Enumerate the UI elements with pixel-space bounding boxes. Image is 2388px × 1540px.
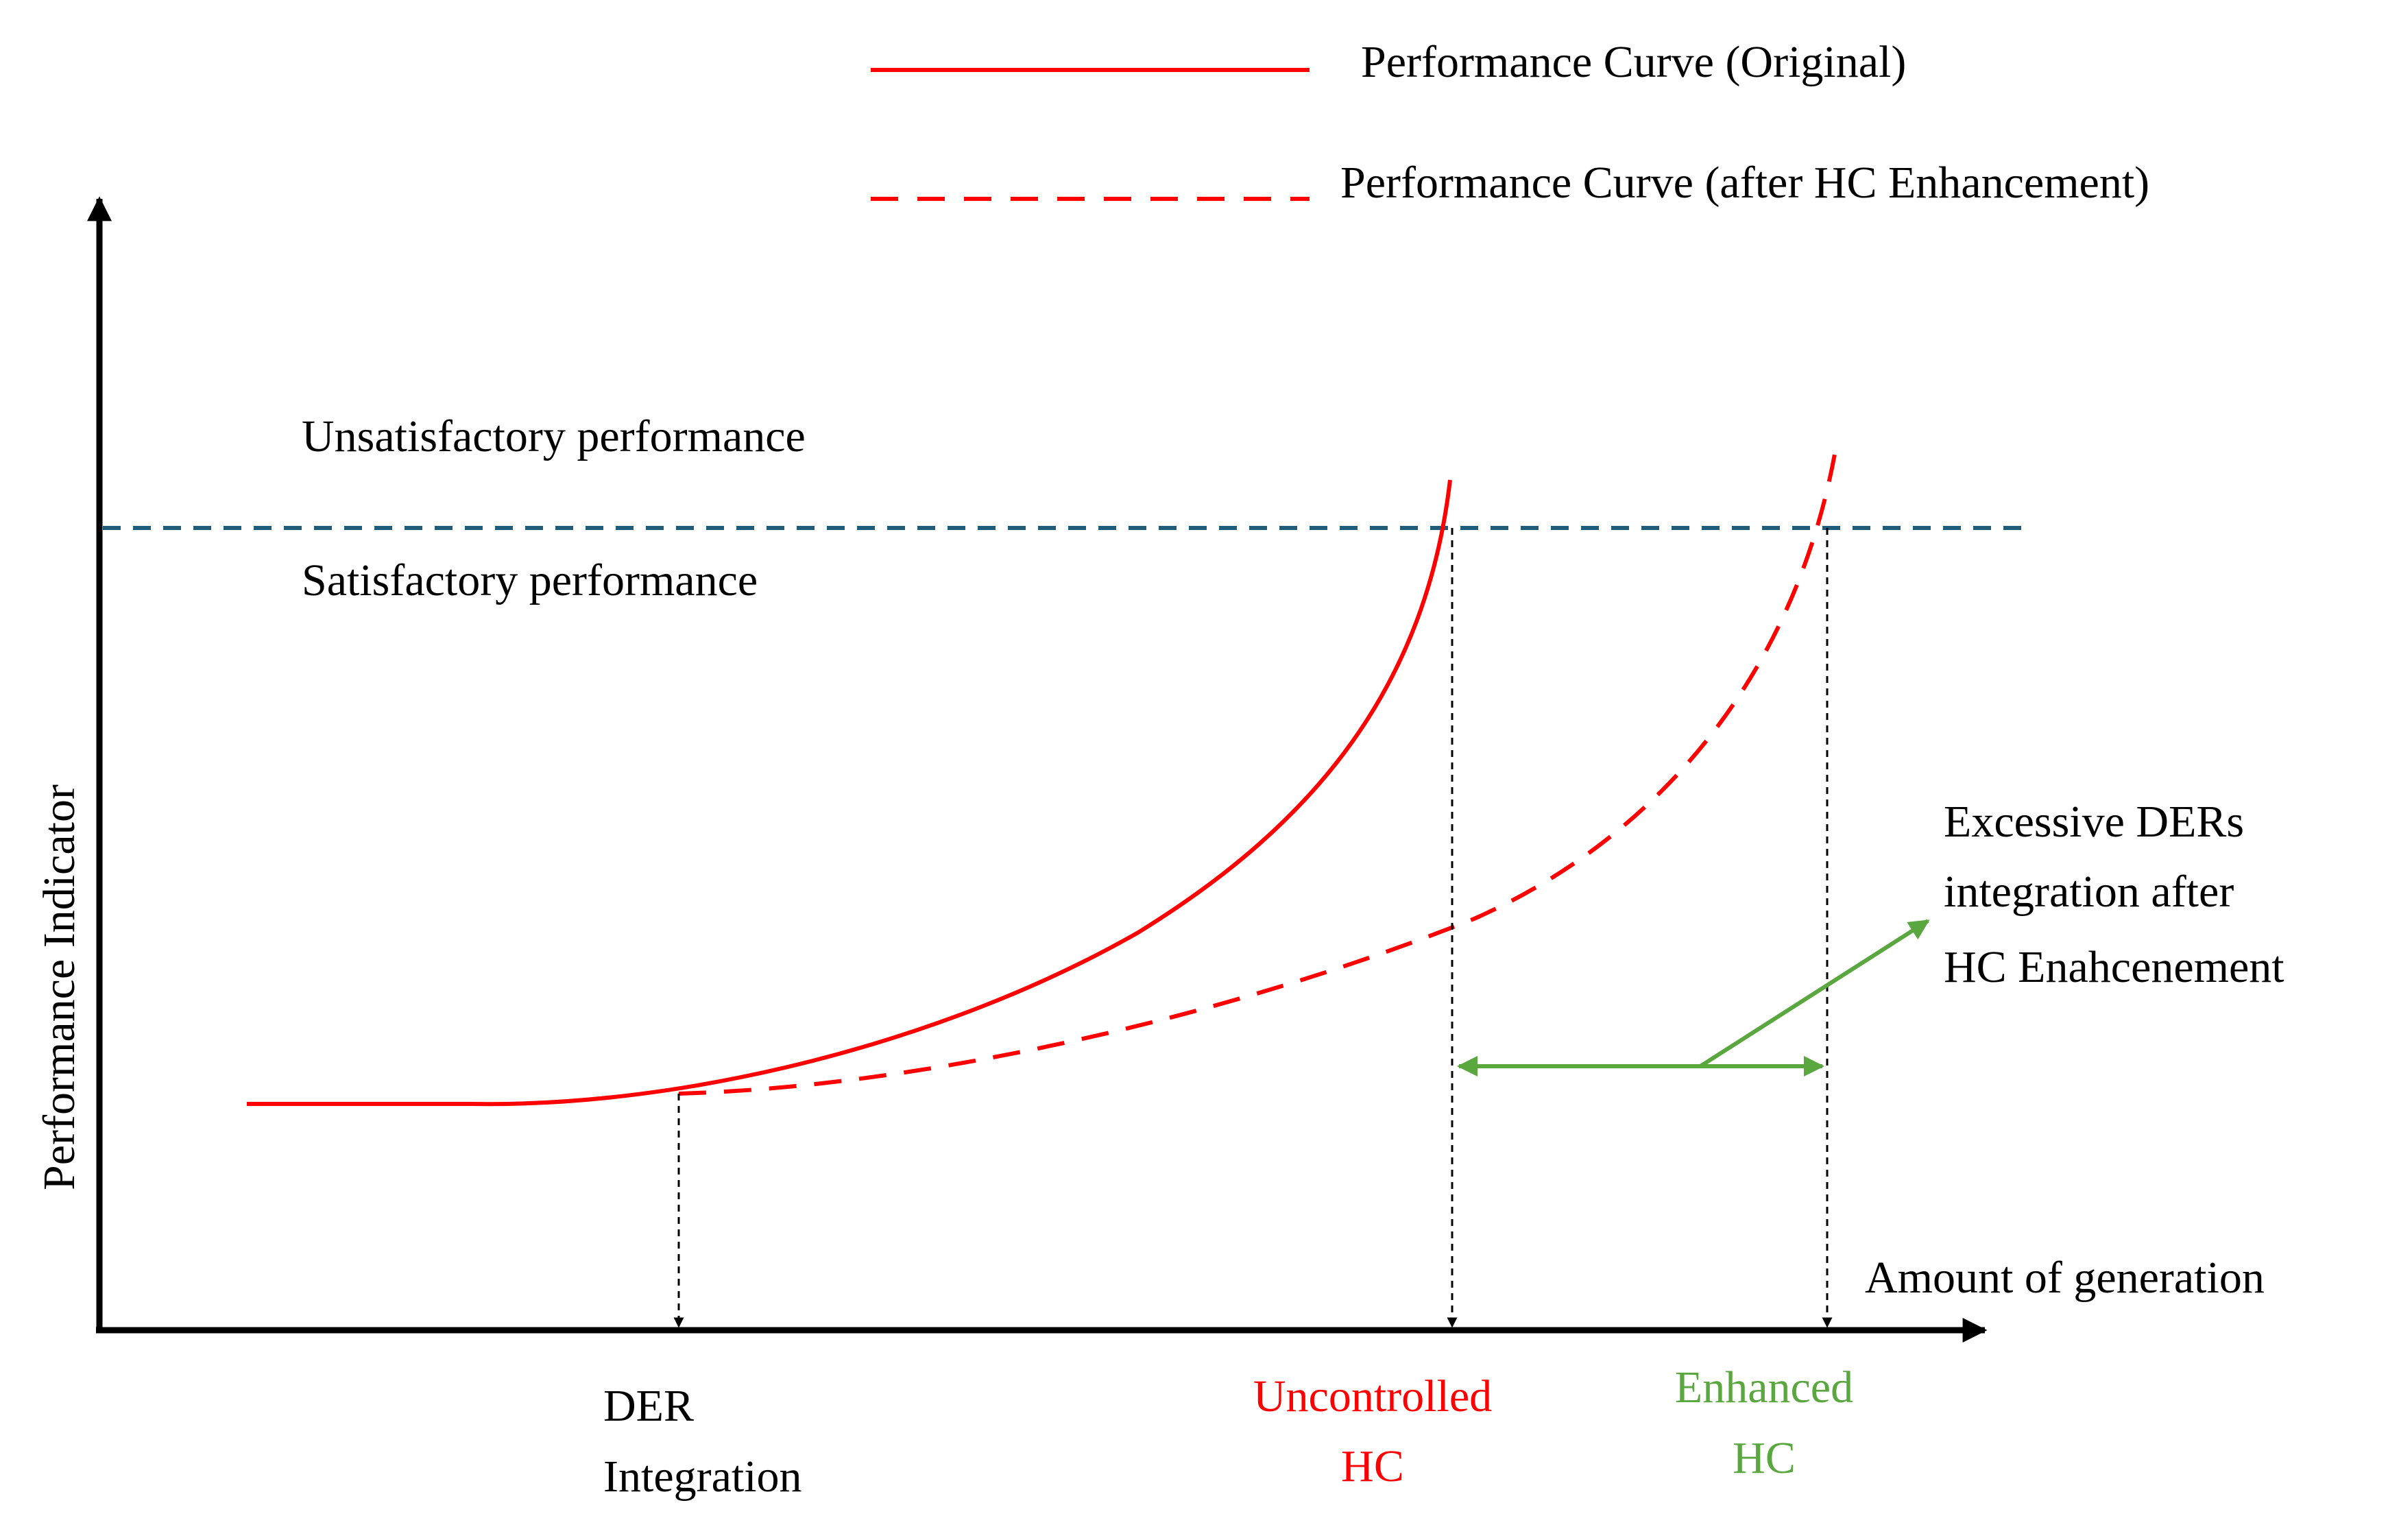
excessive-ders-label-line-3: HC Enahcenement: [1944, 942, 2284, 992]
legend-original-label: Performance Curve (Original): [1361, 37, 1906, 87]
excessive-ders-label-line-1: Excessive DERs: [1944, 797, 2244, 847]
der-integration-label-line-2: Integration: [603, 1452, 802, 1502]
enhanced-hc-label-line-1: Enhanced: [1675, 1362, 1853, 1412]
unsatisfactory-label: Unsatisfactory performance: [302, 411, 806, 461]
enhanced-performance-curve: [678, 438, 1840, 1096]
y-axis-label: Performance Indicator: [34, 784, 84, 1190]
x-axis-label: Amount of generation: [1865, 1253, 2265, 1303]
uncontrolled-hc-label-line-1: Uncontrolled: [1253, 1371, 1492, 1421]
enhanced-hc-label-line-2: HC: [1733, 1433, 1796, 1483]
uncontrolled-hc-label-line-2: HC: [1341, 1441, 1404, 1491]
excessive-ders-label-line-2: integration after: [1944, 867, 2234, 917]
der-integration-label-line-1: DER: [603, 1381, 694, 1431]
legend-enhanced-label: Performance Curve (after HC Enhancement): [1340, 158, 2149, 208]
original-performance-curve: [247, 479, 1452, 1107]
satisfactory-label: Satisfactory performance: [302, 555, 758, 605]
excessive-pointer-arrow: [1699, 919, 1930, 1068]
